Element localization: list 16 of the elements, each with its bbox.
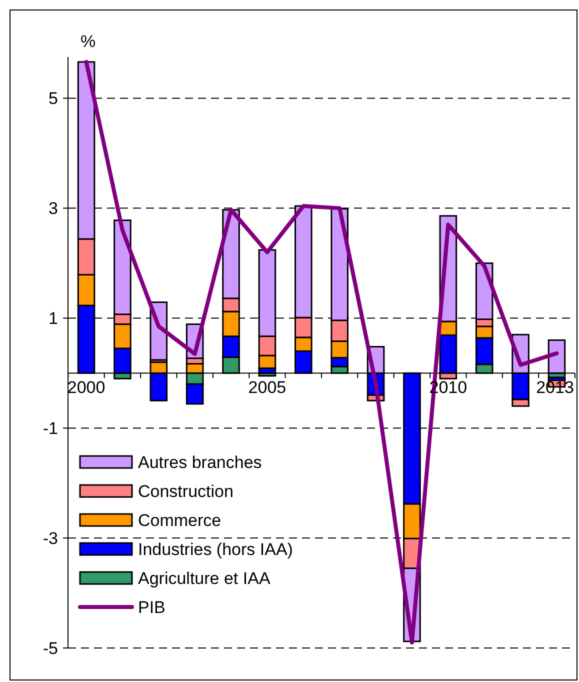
x-tick-label: 2005: [248, 378, 286, 398]
y-tick-label: -3: [42, 528, 58, 548]
legend-label: Autres branches: [138, 452, 262, 472]
legend-label: Industries (hors IAA): [138, 540, 293, 559]
y-axis-title: %: [80, 32, 96, 51]
legend-label: Agriculture et IAA: [138, 568, 271, 588]
legend-label: Construction: [138, 482, 234, 501]
y-tick-label: -1: [42, 419, 58, 438]
y-tick-label: 5: [48, 89, 58, 108]
legend-label: PIB: [138, 598, 166, 617]
legend-label: Commerce: [138, 510, 222, 530]
x-tick-label: 2000: [67, 378, 106, 398]
x-tick-label: 2013: [536, 378, 574, 398]
y-tick-label: 1: [48, 309, 58, 328]
y-tick-label: -5: [42, 638, 58, 658]
y-tick-label: 3: [48, 199, 58, 218]
